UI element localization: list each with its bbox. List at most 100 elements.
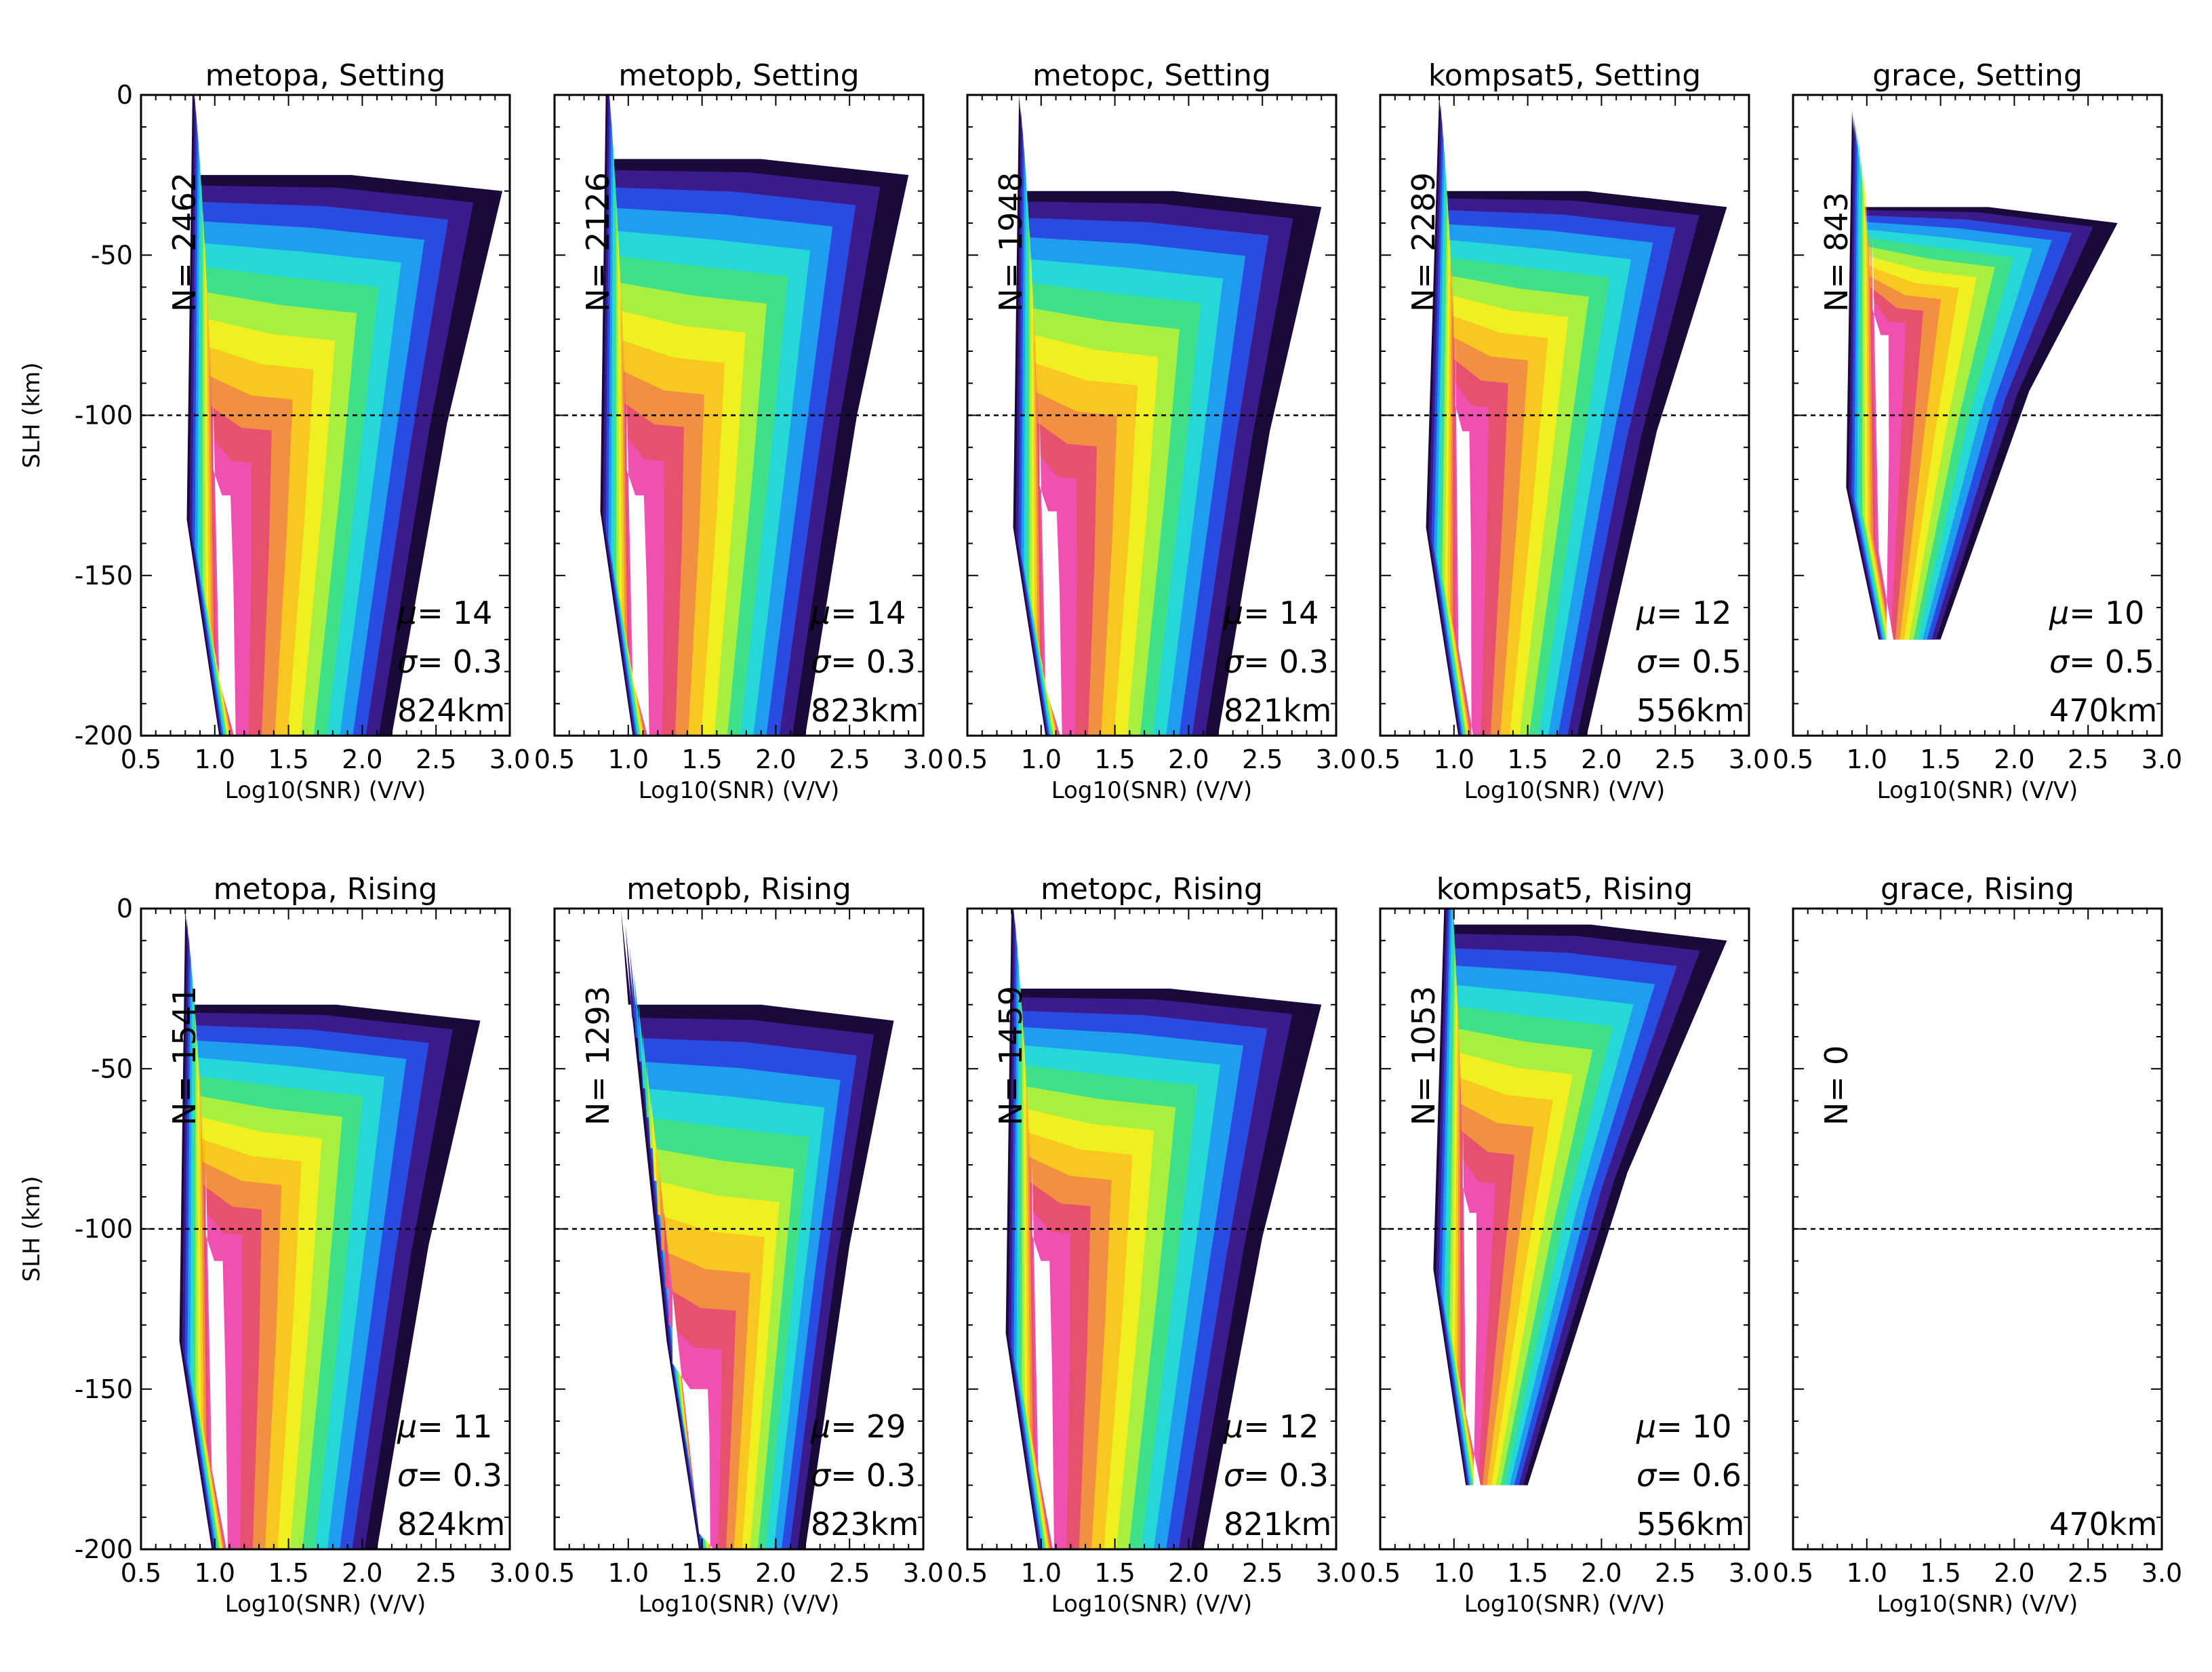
x-tick-label: 1.5	[268, 744, 308, 774]
x-axis-label: Log10(SNR) (V/V)	[1877, 1591, 2078, 1618]
panel-metopc-setting: 0.5 1.0 1.5 2.0 2.5 3.0 metopc, Setting Log10(S…	[947, 58, 1356, 804]
count-annotation: N= 1053	[1405, 986, 1442, 1126]
density-field	[1005, 909, 1322, 1549]
panel-metopa-setting: 0.5 1.0 1.5 2.0 2.5 3.0 0 -50 -100 -150 -200 metopa…	[18, 58, 530, 804]
x-tick-label: 3.0	[2141, 744, 2182, 774]
panel-metopb-rising: 0.5 1.0 1.5 2.0 2.5 3.0 metopb, Rising Log10(SN…	[534, 872, 944, 1618]
altitude-annotation: 823km	[811, 692, 919, 729]
x-tick-label: 1.0	[195, 1558, 235, 1588]
count-value: 1459	[992, 986, 1029, 1065]
x-tick-label: 0.5	[947, 1558, 988, 1588]
mean-annotation: μ= 14	[1223, 595, 1319, 631]
x-tick-label: 2.5	[416, 744, 456, 774]
sigma-value: 0.5	[2105, 643, 2154, 680]
y-tick-label: -150	[75, 561, 133, 591]
x-tick-label: 2.0	[1168, 1558, 1209, 1588]
count-annotation: N= 1293	[580, 986, 616, 1126]
panel-metopc-rising: 0.5 1.0 1.5 2.0 2.5 3.0 metopc, Rising Log10(SN…	[947, 872, 1356, 1618]
count-annotation: N= 0	[1818, 1046, 1855, 1126]
sigma-value: 0.3	[453, 1457, 502, 1494]
x-tick-label: 1.0	[608, 744, 649, 774]
mean-label: μ=	[1636, 595, 1683, 631]
y-tick-label: -100	[75, 401, 133, 431]
mean-value: 11	[453, 1408, 493, 1445]
x-tick-label: 3.0	[903, 744, 944, 774]
altitude-annotation: 470km	[2049, 1506, 2157, 1542]
density-level-12	[1462, 1117, 1481, 1486]
mean-annotation: μ= 10	[2049, 595, 2144, 631]
x-tick-label: 1.5	[1094, 744, 1135, 774]
x-tick-label: 1.0	[1847, 1558, 1887, 1588]
x-axis-label: Log10(SNR) (V/V)	[225, 1591, 426, 1618]
density-level-12	[1032, 1165, 1054, 1549]
sigma-label: σ=	[811, 1457, 857, 1494]
x-tick-label: 0.5	[1773, 1558, 1813, 1588]
altitude-annotation: 470km	[2049, 692, 2157, 729]
x-tick-label: 1.5	[1507, 744, 1548, 774]
sigma-label: σ=	[1224, 1457, 1270, 1494]
x-tick-label: 3.0	[1316, 1558, 1356, 1588]
count-value: 0	[1818, 1046, 1855, 1065]
sigma-annotation: σ= 0.3	[397, 643, 502, 680]
density-field	[179, 909, 481, 1549]
x-tick-label: 0.5	[947, 744, 988, 774]
count-annotation: N= 1459	[992, 986, 1029, 1126]
count-label: N=	[1405, 1076, 1442, 1126]
sigma-annotation: σ= 0.5	[2049, 643, 2154, 680]
count-annotation: N= 1541	[166, 986, 203, 1126]
x-axis-label: Log10(SNR) (V/V)	[1464, 1591, 1665, 1618]
count-annotation: N= 843	[1818, 192, 1855, 312]
count-value: 1053	[1405, 986, 1442, 1065]
sigma-annotation: σ= 0.3	[811, 1457, 916, 1494]
mean-value: 14	[453, 595, 493, 631]
x-tick-label: 2.5	[416, 1558, 456, 1588]
x-tick-label: 0.5	[121, 744, 161, 774]
x-tick-label: 1.0	[1021, 744, 1062, 774]
x-tick-label: 2.0	[755, 744, 796, 774]
panel-metopa-rising: 0.5 1.0 1.5 2.0 2.5 3.0 0 -50 -100 -150 -200 metopa…	[18, 872, 530, 1618]
sigma-label: σ=	[1636, 1457, 1683, 1494]
mean-label: μ=	[397, 1408, 443, 1445]
panel-title: kompsat5, Setting	[1428, 58, 1701, 93]
sigma-label: σ=	[397, 1457, 443, 1494]
count-label: N=	[1818, 1076, 1855, 1126]
x-tick-label: 2.0	[342, 1558, 382, 1588]
x-tick-label: 2.5	[2068, 1558, 2108, 1588]
mean-label: μ=	[810, 595, 857, 631]
sigma-annotation: σ= 0.3	[1224, 1457, 1329, 1494]
x-axis-label: Log10(SNR) (V/V)	[639, 777, 839, 804]
altitude-annotation: 824km	[397, 692, 505, 729]
density-field	[1426, 95, 1727, 736]
mean-annotation: μ= 12	[1223, 1408, 1319, 1445]
x-tick-label: 2.0	[342, 744, 382, 774]
x-tick-label: 2.5	[2068, 744, 2108, 774]
altitude-annotation: 821km	[1224, 692, 1331, 729]
count-label: N=	[166, 262, 203, 312]
x-tick-label: 2.0	[1581, 744, 1622, 774]
count-value: 2462	[166, 172, 203, 252]
density-level-12	[213, 399, 236, 736]
x-tick-label: 2.0	[1994, 1558, 2034, 1588]
density-field	[1846, 111, 2118, 640]
x-tick-label: 0.5	[121, 1558, 161, 1588]
y-tick-label: 0	[117, 80, 133, 110]
sigma-value: 0.3	[866, 1457, 916, 1494]
x-axis-label: Log10(SNR) (V/V)	[1051, 777, 1252, 804]
panel-title: kompsat5, Rising	[1436, 872, 1693, 907]
y-tick-label: -150	[75, 1374, 133, 1404]
density-field	[1433, 909, 1727, 1486]
panel-metopb-setting: 0.5 1.0 1.5 2.0 2.5 3.0 metopb, Setting Log10(S…	[534, 58, 944, 804]
density-field	[620, 909, 894, 1549]
density-level-12	[1455, 335, 1474, 736]
mean-value: 12	[1692, 595, 1732, 631]
y-tick-label: -200	[75, 1534, 133, 1564]
mean-value: 10	[1692, 1408, 1732, 1445]
sigma-value: 0.6	[1692, 1457, 1742, 1494]
panel-title: grace, Rising	[1881, 872, 2074, 907]
panel-title: grace, Setting	[1872, 58, 2083, 93]
y-tick-label: -50	[91, 240, 133, 270]
sigma-label: σ=	[1224, 643, 1270, 680]
x-tick-label: 1.5	[1507, 1558, 1548, 1588]
mean-label: μ=	[1223, 595, 1270, 631]
